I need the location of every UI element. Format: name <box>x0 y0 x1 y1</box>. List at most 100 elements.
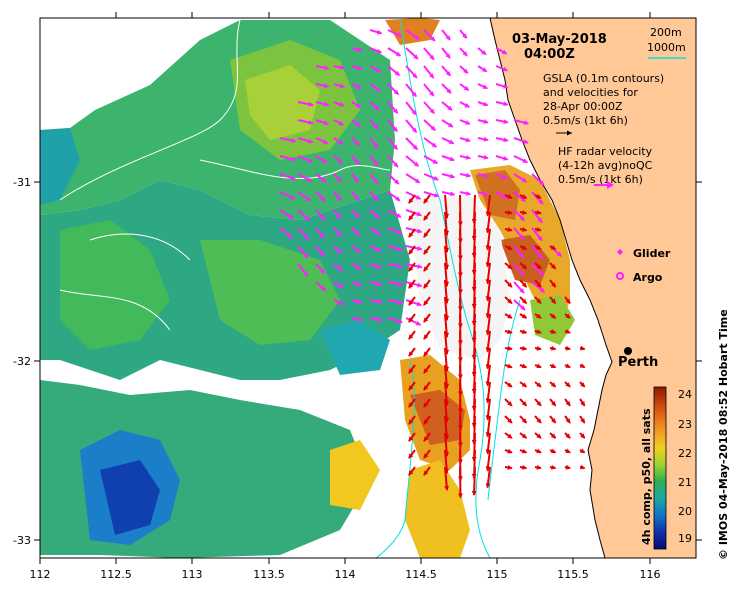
gsla-vector-head <box>550 313 557 319</box>
hf-vector-head <box>483 119 489 124</box>
contour-1000m <box>375 19 521 558</box>
gsla-vector-head <box>507 448 513 454</box>
gsla-vector-head <box>521 245 528 250</box>
hf-vector-head <box>392 144 398 151</box>
hf-vector-head <box>355 122 361 128</box>
hf-vector-head <box>377 281 383 287</box>
hf-vector-head <box>537 235 543 242</box>
gsla-vector-head <box>551 282 557 288</box>
hf-vector-head <box>373 124 379 130</box>
gsla-vector-head <box>521 227 528 232</box>
gsla-vector-head <box>521 313 528 319</box>
y-axis: -31 -32 -33 <box>13 176 702 547</box>
hf-vector-head <box>355 103 362 108</box>
hf-vector-head <box>357 47 363 52</box>
hf-vector-head <box>338 120 345 126</box>
hf-vector-head <box>375 230 381 235</box>
hf-vector-head <box>339 65 346 70</box>
glider-legend: Glider <box>617 247 671 260</box>
gsla-vector-head <box>521 298 528 304</box>
gsla-vector-head <box>408 334 414 340</box>
gsla-vector-head <box>408 419 414 425</box>
gsla-vector-head <box>550 264 557 270</box>
hf-vector-head <box>414 178 421 184</box>
hf-vector-head <box>430 36 436 42</box>
gsla-vector-head <box>580 464 586 470</box>
gsla-vector-head <box>550 363 557 368</box>
hf-vector-head <box>463 85 470 91</box>
gsla-vector-head <box>565 363 571 368</box>
hf-vector-head <box>445 53 451 59</box>
hf-vector-head <box>336 177 342 183</box>
gsla-vector-head <box>408 436 414 442</box>
gsla-vector-head <box>423 215 429 221</box>
hf-label: HF radar velocity <box>558 145 653 158</box>
hf-vector-head <box>501 49 508 55</box>
credit-label: © IMOS 04-May-2018 08:52 Hobart Time <box>717 309 730 560</box>
hf-vector-head <box>322 158 328 164</box>
hf-vector-head <box>519 234 525 240</box>
hf-vector-head <box>376 48 383 54</box>
gsla-vector-head <box>458 493 463 499</box>
hf-vector-head <box>415 194 422 200</box>
x-tick-label: 112.5 <box>100 568 132 581</box>
hf-vector-head <box>411 109 417 116</box>
colorbar-tick-label: 21 <box>678 476 692 489</box>
gsla-vector-head <box>551 345 557 351</box>
gsla-vector-head <box>408 385 414 391</box>
hf-vector-head <box>537 253 544 259</box>
hf-vector-head <box>501 193 508 199</box>
gsla-vector-head <box>579 448 586 454</box>
hf-vector-head <box>417 246 423 251</box>
hf-vector-head <box>462 33 468 39</box>
colorbar-tick-label: 23 <box>678 418 692 431</box>
gsla-vector-head <box>507 418 513 424</box>
gsla-vectors <box>408 194 586 499</box>
gsla-vector-head <box>521 194 528 199</box>
hf-vector-head <box>503 83 509 89</box>
gsla-vector-head <box>521 401 528 407</box>
gsla-vector-head <box>580 401 586 407</box>
hf-vector-head <box>411 91 417 98</box>
hf-vector-head <box>308 138 314 144</box>
gsla-vector <box>459 466 462 498</box>
city-dot-icon <box>624 347 632 355</box>
gsla-vector-head <box>507 194 513 199</box>
gsla-vector-head <box>580 433 586 439</box>
hf-vector-head <box>356 84 363 89</box>
gsla-vector-head <box>580 345 586 351</box>
city-label: Perth <box>618 355 658 370</box>
colorbar-tick-label: 19 <box>678 532 692 545</box>
gsla-scale-arrow <box>556 130 572 136</box>
gsla-vector-head <box>423 385 429 391</box>
hf-vector-head <box>397 299 404 305</box>
hf-vector-head <box>376 264 383 269</box>
hf-vector-head <box>539 287 546 293</box>
hf-vector-head <box>374 105 380 111</box>
hf-vector-head <box>353 177 359 183</box>
hf-vector-head <box>414 35 420 40</box>
hf-vector-head <box>433 175 439 181</box>
hf-vector-head <box>336 195 342 201</box>
gsla-vector-head <box>423 351 429 357</box>
hf-vector-head <box>483 173 489 178</box>
hf-vector-head <box>503 119 509 124</box>
gsla-vector-head <box>550 329 557 334</box>
gsla-vector-head <box>536 282 542 288</box>
gsla-vector-head <box>423 436 429 442</box>
hf-vector-head <box>323 101 330 107</box>
contour-200m-label: 200m <box>650 26 682 39</box>
hf-vector-head <box>356 282 363 287</box>
gsla-vector-head <box>521 363 528 369</box>
hf-vector-head <box>338 283 344 289</box>
hf-vector-head <box>376 247 382 252</box>
gsla-vector-head <box>536 298 542 304</box>
gsla-vector-head <box>565 401 571 407</box>
hf-vector-head <box>393 108 399 114</box>
gsla-vector-head <box>423 232 429 238</box>
hf-vector-head <box>357 317 363 322</box>
gsla-vector-head <box>423 266 429 272</box>
gsla-vector-head <box>565 448 571 453</box>
hf-vector-head <box>374 213 381 219</box>
hf-vector-head <box>338 300 345 305</box>
